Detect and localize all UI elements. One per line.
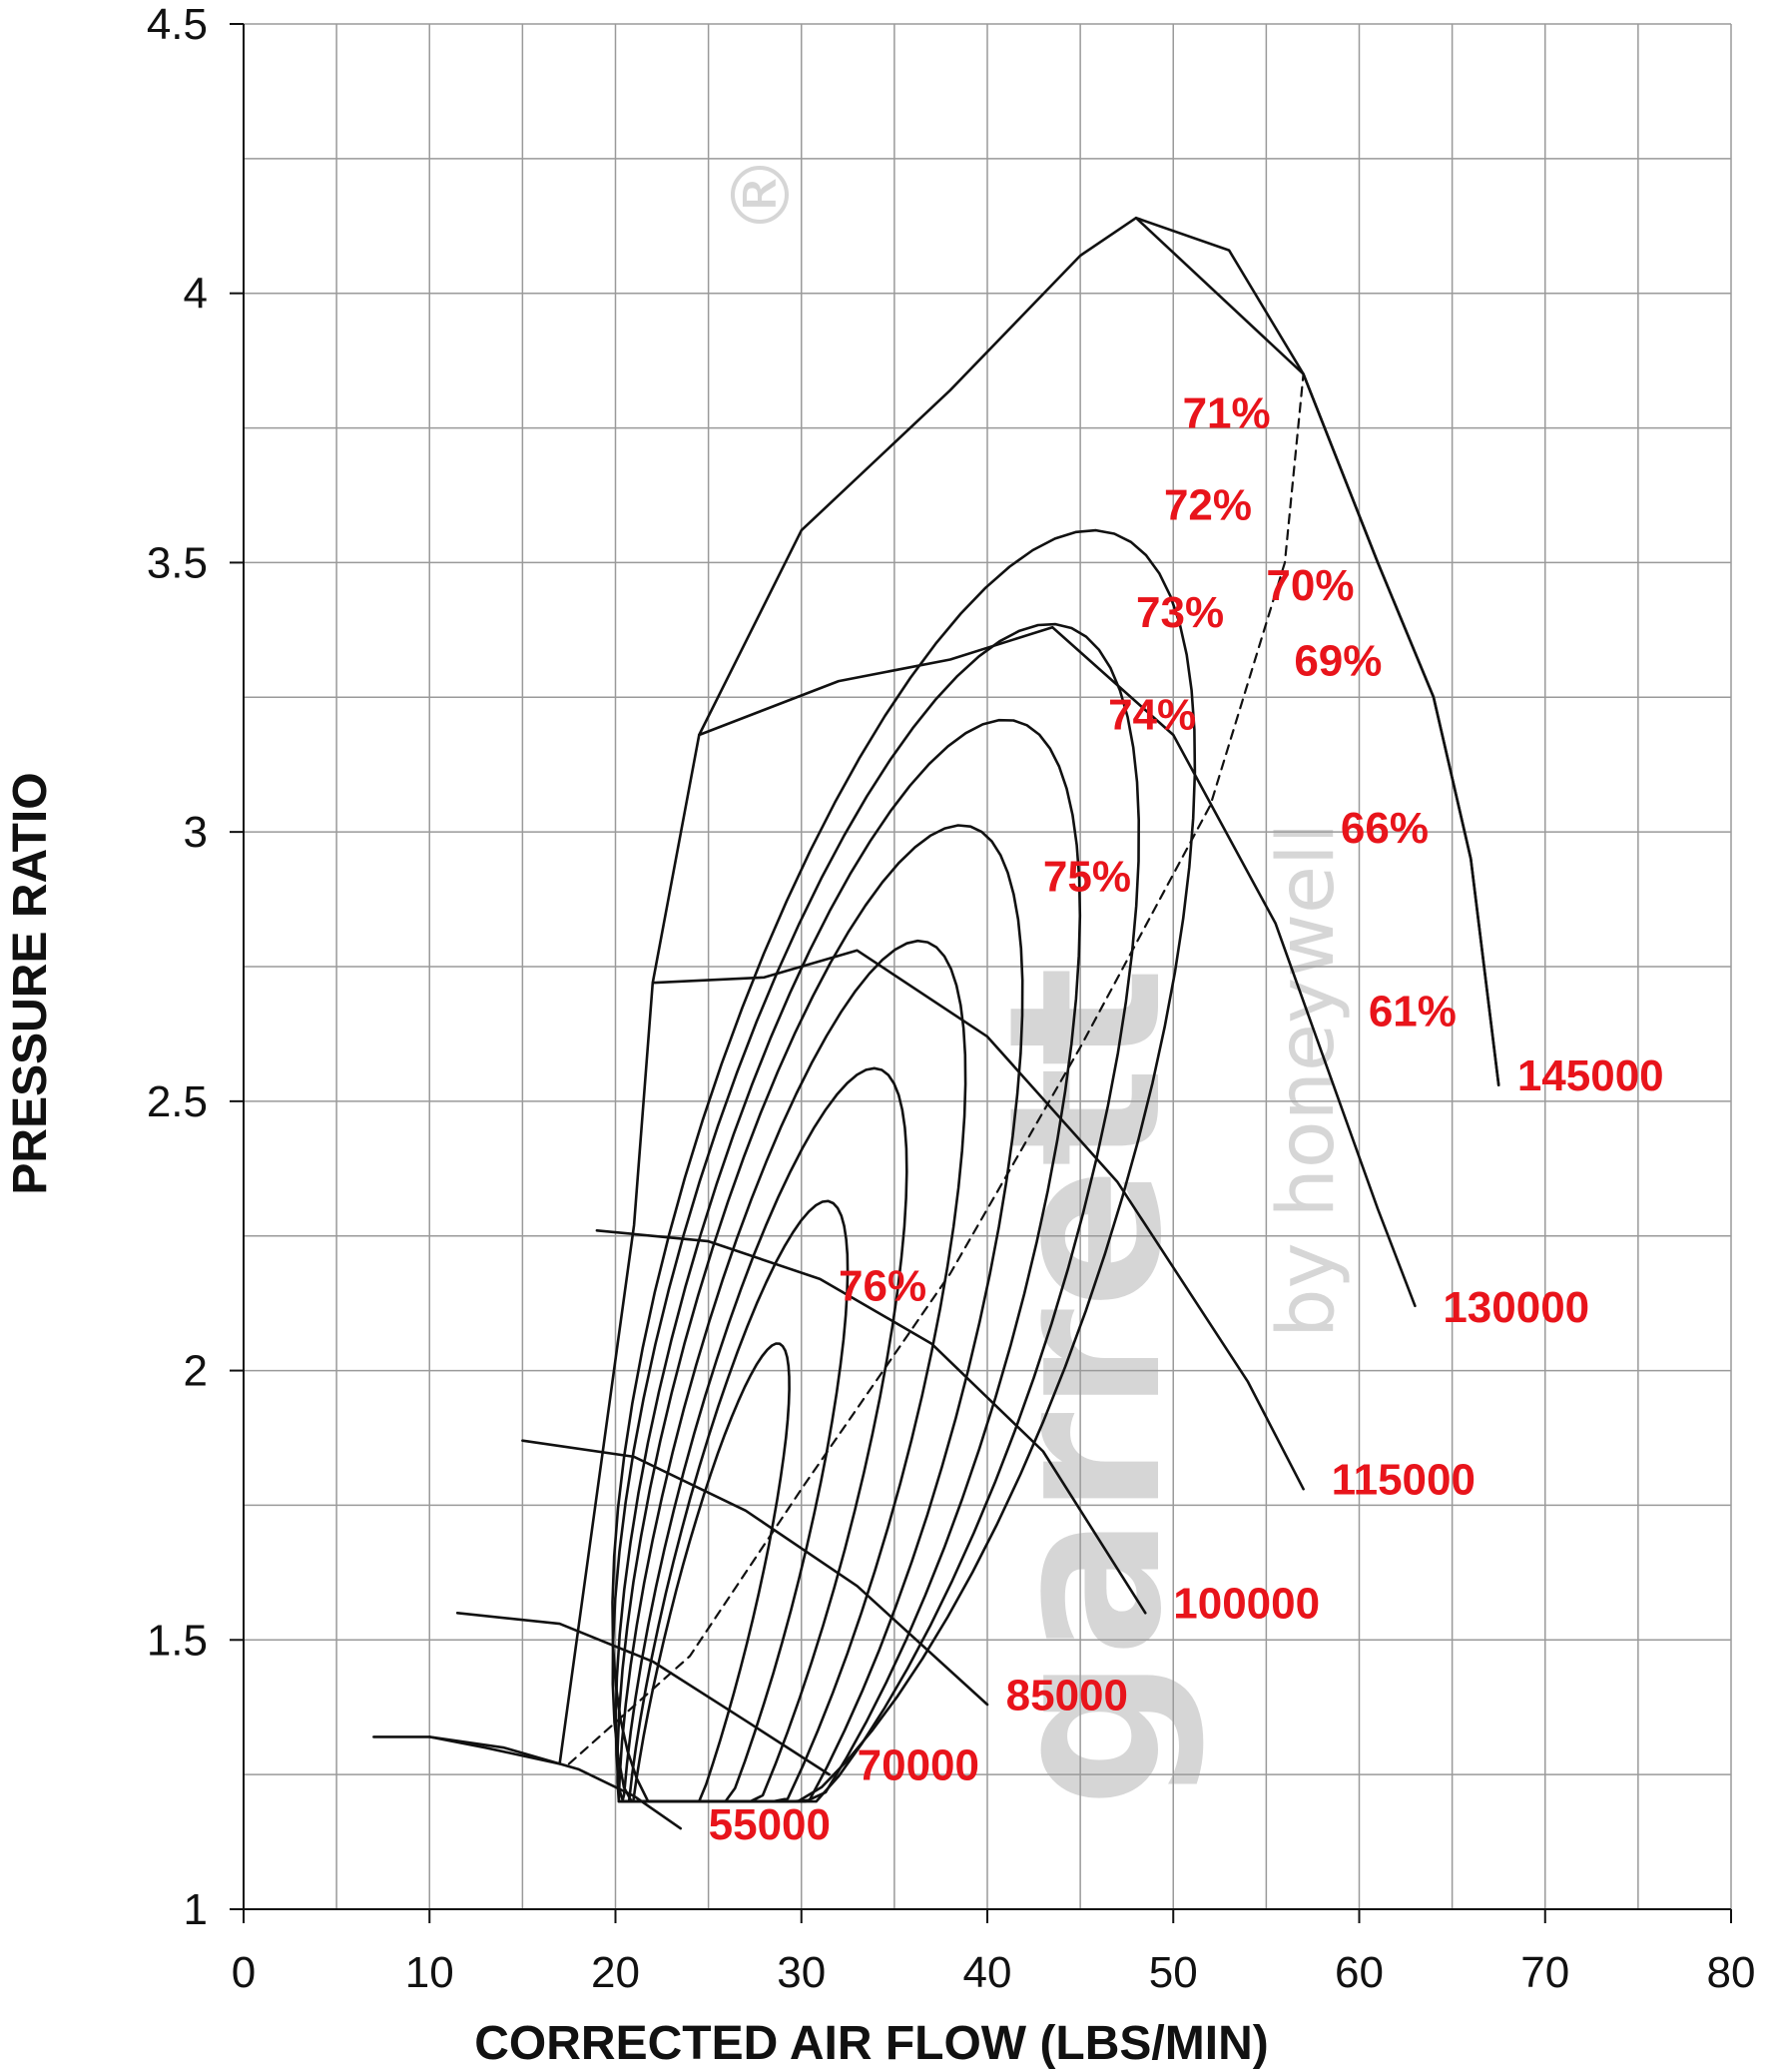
speed-line: [455, 1612, 832, 1776]
speed-line: [521, 1439, 989, 1707]
y-tick-label: 4.5: [147, 0, 208, 49]
y-tick-label: 2: [184, 1347, 208, 1396]
garrett-watermark: garrett by honeywell ®: [715, 155, 1352, 1807]
chart-axes: [230, 23, 1732, 1923]
x-tick-label: 40: [963, 1948, 1012, 1997]
efficiency-label: 75%: [1043, 852, 1131, 901]
efficiency-label: 61%: [1369, 987, 1457, 1036]
efficiency-island: [620, 1066, 908, 1803]
efficiency-label: 70%: [1266, 561, 1354, 610]
efficiency-labels: 76% 75% 74% 73% 72% 71% 70% 69% 66% 61%: [839, 389, 1457, 1311]
x-tick-label: 60: [1335, 1948, 1384, 1997]
watermark-byline: by honeywell: [1262, 823, 1352, 1338]
watermark-registered-mark: ®: [715, 155, 808, 235]
efficiency-island: [611, 622, 1140, 1803]
efficiency-island: [617, 939, 967, 1803]
chart-grid: [243, 23, 1732, 1910]
y-tick-label: 1.5: [147, 1616, 208, 1665]
efficiency-island: [623, 1199, 850, 1803]
x-tick-label: 50: [1149, 1948, 1198, 1997]
x-tick-label: 30: [777, 1948, 826, 1997]
efficiency-island: [614, 718, 1082, 1803]
y-tick-label: 1: [184, 1885, 208, 1934]
speed-label: 55000: [709, 1800, 831, 1849]
x-tick-labels: 0 10 20 30 40 50 60 70 80: [232, 1948, 1756, 1997]
y-tick-label: 3.5: [147, 538, 208, 587]
efficiency-label: 66%: [1341, 804, 1429, 853]
speed-label: 145000: [1517, 1051, 1664, 1100]
efficiency-label: 69%: [1294, 637, 1382, 686]
speed-line-labels: 55000 70000 85000 100000 115000 130000 145000: [709, 1051, 1664, 1849]
speed-label: 115000: [1332, 1456, 1476, 1505]
speed-label: 130000: [1443, 1283, 1589, 1332]
surge-line: [372, 216, 1305, 1765]
efficiency-label: 74%: [1108, 691, 1196, 740]
peak-efficiency-line: [567, 372, 1305, 1765]
efficiency-label: 73%: [1136, 588, 1224, 637]
x-tick-label: 80: [1707, 1948, 1756, 1997]
speed-line: [1134, 216, 1500, 1086]
x-tick-label: 0: [232, 1948, 256, 1997]
x-tick-label: 10: [405, 1948, 454, 1997]
speed-line: [427, 1735, 683, 1830]
x-tick-label: 20: [591, 1948, 640, 1997]
x-axis-title: CORRECTED AIR FLOW (LBS/MIN): [474, 2017, 1268, 2070]
efficiency-island: [616, 824, 1024, 1803]
y-tick-label: 3: [184, 808, 208, 857]
speed-label: 70000: [858, 1741, 979, 1790]
efficiency-label: 76%: [839, 1261, 926, 1310]
y-axis-title: PRESSURE RATIO: [4, 772, 57, 1194]
y-tick-labels: 1 1.5 2 2.5 3 3.5 4 4.5: [147, 0, 208, 1934]
x-tick-label: 70: [1520, 1948, 1569, 1997]
speed-line: [651, 949, 1305, 1491]
efficiency-label: 71%: [1183, 389, 1271, 438]
compressor-map-lines: [372, 216, 1500, 1830]
y-tick-label: 2.5: [147, 1077, 208, 1126]
speed-line: [595, 1229, 1147, 1615]
efficiency-label: 72%: [1164, 480, 1252, 529]
speed-label: 100000: [1173, 1580, 1320, 1629]
speed-label: 85000: [1006, 1671, 1128, 1720]
watermark-text: garrett: [963, 967, 1208, 1807]
y-tick-label: 4: [184, 270, 208, 319]
speed-line: [697, 625, 1417, 1308]
